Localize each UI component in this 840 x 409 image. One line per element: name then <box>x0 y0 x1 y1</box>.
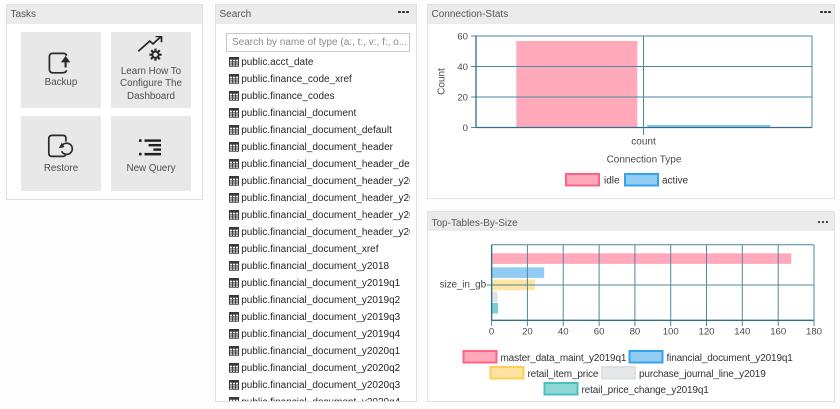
svg-text:20: 20 <box>457 93 468 104</box>
svg-text:size_in_gb: size_in_gb <box>440 280 487 291</box>
svg-text:purchase_journal_line_y2019: purchase_journal_line_y2019 <box>639 369 766 380</box>
svg-text:180: 180 <box>806 327 822 338</box>
svg-text:20: 20 <box>522 327 533 338</box>
svg-text:40: 40 <box>457 62 468 73</box>
svg-text:count: count <box>631 137 656 148</box>
svg-text:80: 80 <box>630 327 641 338</box>
svg-text:Count: Count <box>437 68 448 95</box>
svg-text:40: 40 <box>558 327 569 338</box>
svg-text:160: 160 <box>770 327 786 338</box>
svg-text:retail_price_change_y2019q1: retail_price_change_y2019q1 <box>582 385 710 396</box>
svg-text:active: active <box>662 176 689 187</box>
svg-text:60: 60 <box>594 327 605 338</box>
svg-text:Connection Type: Connection Type <box>607 155 682 166</box>
svg-text:financial_document_y2019q1: financial_document_y2019q1 <box>667 353 794 364</box>
svg-text:0: 0 <box>489 327 494 338</box>
svg-text:140: 140 <box>734 327 750 338</box>
svg-text:master_data_maint_y2019q1: master_data_maint_y2019q1 <box>501 353 627 364</box>
svg-text:100: 100 <box>663 327 679 338</box>
svg-text:0: 0 <box>463 123 468 134</box>
svg-text:idle: idle <box>604 176 620 187</box>
svg-text:retail_item_price: retail_item_price <box>528 369 599 380</box>
svg-text:60: 60 <box>457 32 468 43</box>
svg-text:120: 120 <box>698 327 714 338</box>
